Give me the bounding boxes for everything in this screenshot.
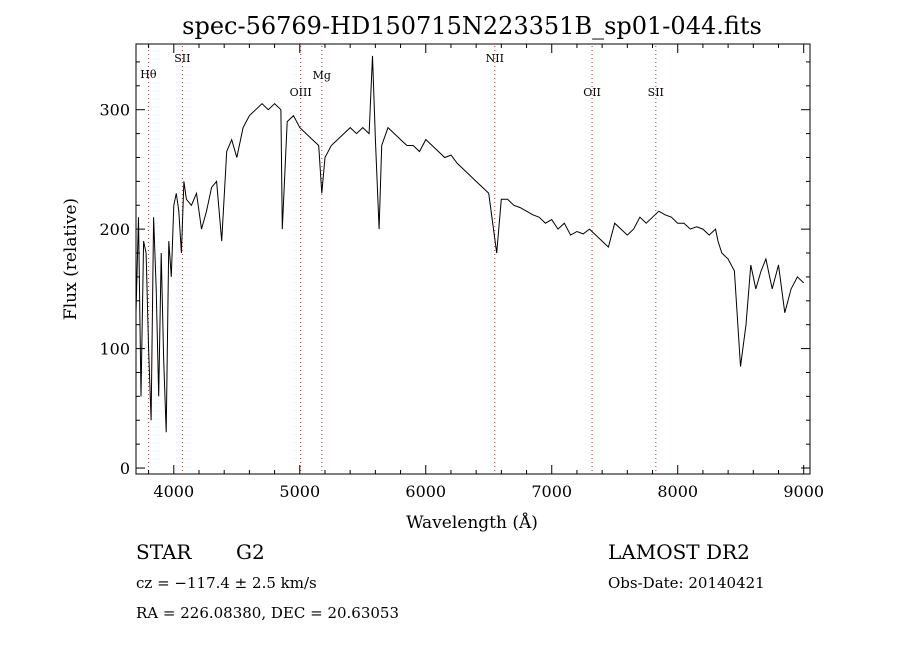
line-label-1: SII bbox=[174, 52, 190, 65]
line-label-4: NII bbox=[486, 52, 504, 65]
spectrum-series bbox=[135, 55, 805, 433]
x-axis: 4000 5000 6000 7000 8000 9000 bbox=[148, 44, 824, 501]
y-tick-label: 100 bbox=[99, 340, 130, 359]
line-label-6: SII bbox=[648, 86, 664, 99]
line-label-2: OIII bbox=[290, 86, 312, 99]
y-tick-label: 200 bbox=[99, 220, 130, 239]
x-axis-label: Wavelength (Å) bbox=[406, 512, 538, 533]
y-axis: 0 100 200 300 bbox=[99, 61, 810, 478]
obs-date-text: Obs-Date: 20140421 bbox=[608, 574, 765, 592]
y-tick-label: 300 bbox=[99, 101, 130, 120]
redshift-text: cz = −117.4 ± 2.5 km/s bbox=[136, 574, 317, 592]
x-tick-label: 7000 bbox=[531, 482, 572, 501]
x-tick-label: 6000 bbox=[405, 482, 446, 501]
line-label-0: Hθ bbox=[140, 68, 157, 81]
object-subclass: G2 bbox=[236, 540, 265, 564]
line-label-3: Mg bbox=[313, 69, 331, 82]
survey-name: LAMOST DR2 bbox=[608, 540, 750, 564]
plot-frame bbox=[135, 43, 811, 475]
chart-title: spec-56769-HD150715N223351B_sp01-044.fit… bbox=[182, 12, 762, 40]
x-tick-label: 8000 bbox=[657, 482, 698, 501]
y-tick-label: 0 bbox=[120, 459, 130, 478]
line-label-5: OII bbox=[583, 86, 601, 99]
x-tick-label: 4000 bbox=[153, 482, 194, 501]
x-tick-label: 9000 bbox=[783, 482, 824, 501]
coordinates-text: RA = 226.08380, DEC = 20.63053 bbox=[136, 604, 400, 622]
object-class: STAR bbox=[136, 540, 192, 564]
x-tick-label: 5000 bbox=[279, 482, 320, 501]
y-axis-label: Flux (relative) bbox=[61, 198, 81, 320]
spectrum-line-0 bbox=[135, 55, 805, 433]
